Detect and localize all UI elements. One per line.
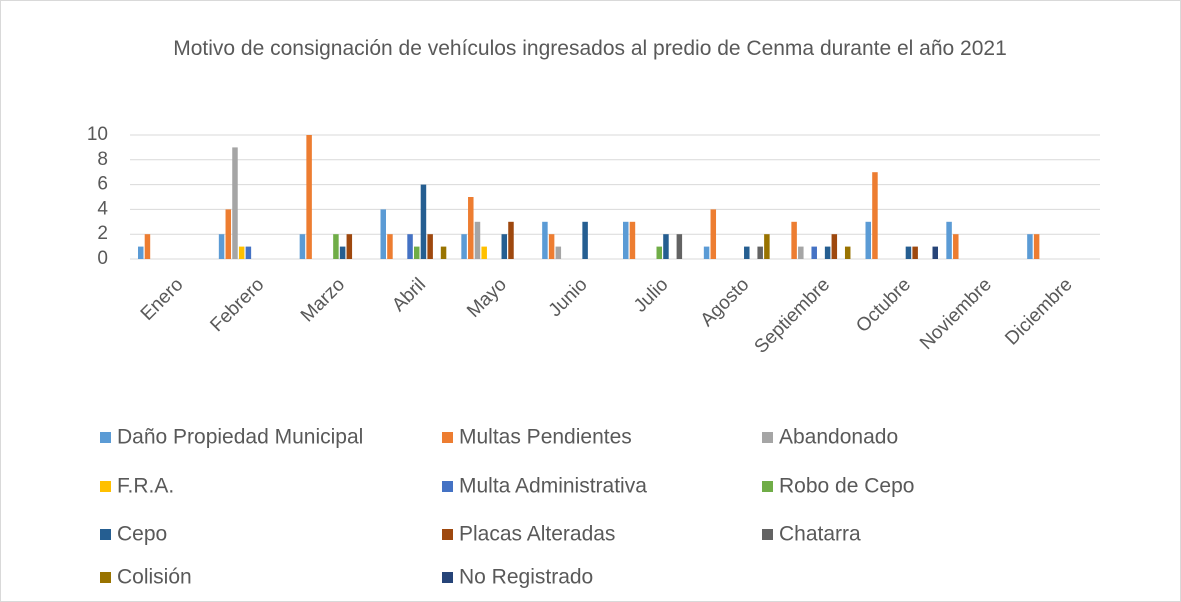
bar (218, 234, 225, 259)
x-tick-label: Marzo (297, 274, 349, 326)
y-tick-label: 2 (97, 223, 108, 244)
legend-label: Placas Alteradas (459, 523, 615, 546)
bar (905, 246, 912, 259)
bar (757, 246, 763, 259)
bar (306, 135, 312, 259)
chart-title: Motivo de consignación de vehículos ingr… (173, 37, 1007, 60)
bar (663, 234, 669, 259)
bar (865, 221, 871, 259)
x-tick-label: Junio (545, 274, 592, 321)
x-tick-label: Noviembre (916, 274, 996, 354)
bar (844, 246, 851, 259)
bar (420, 184, 427, 259)
legend-swatch (100, 572, 111, 583)
bar (791, 221, 797, 259)
legend-swatch (442, 529, 453, 540)
x-tick-label: Enero (137, 274, 188, 325)
legend-label: Daño Propiedad Municipal (117, 426, 363, 449)
legend-label: Cepo (117, 523, 167, 546)
bar (232, 147, 238, 259)
legend-swatch (100, 481, 111, 492)
legend-label: Robo de Cepo (779, 475, 914, 498)
bar (407, 234, 413, 259)
bar (831, 234, 838, 259)
bar (461, 234, 467, 259)
legend-swatch (762, 529, 773, 540)
legend-swatch (100, 432, 111, 443)
bar (414, 246, 420, 259)
bar (623, 221, 629, 259)
bar (427, 234, 433, 259)
y-tick-label: 8 (97, 149, 108, 170)
bar (824, 246, 831, 259)
bar (481, 246, 487, 259)
legend-swatch (442, 481, 453, 492)
bar (387, 234, 393, 259)
legend-swatch (762, 432, 773, 443)
x-tick-label: Mayo (463, 274, 511, 322)
bar (912, 246, 918, 259)
bar (676, 234, 683, 259)
legend-swatch (762, 481, 773, 492)
bar (138, 246, 144, 259)
y-tick-label: 6 (97, 174, 108, 195)
x-tick-label: Septiembre (751, 274, 835, 358)
x-tick-label: Diciembre (1001, 274, 1076, 349)
legend-swatch (100, 529, 111, 540)
bar (508, 221, 514, 259)
bar (703, 246, 710, 259)
bar (144, 234, 151, 259)
bar (238, 246, 245, 259)
bar (333, 234, 339, 259)
x-tick-label: Abril (388, 274, 430, 316)
bar (946, 221, 952, 259)
bar (346, 234, 353, 259)
legend-swatch (442, 432, 453, 443)
bar (656, 246, 662, 259)
bar (710, 209, 717, 259)
bar (339, 246, 346, 259)
bar (225, 209, 232, 259)
bar (299, 234, 306, 259)
legend-label: Colisión (117, 566, 192, 589)
x-tick-label: Julio (630, 274, 672, 316)
legend-label: Multa Administrativa (459, 475, 647, 498)
y-tick-label: 0 (97, 248, 108, 269)
bar (380, 209, 386, 259)
bar (468, 197, 474, 259)
bar (542, 221, 548, 259)
bar (1033, 234, 1040, 259)
legend-label: Multas Pendientes (459, 426, 632, 449)
bar (440, 246, 447, 259)
bar (501, 234, 508, 259)
bar (932, 246, 938, 259)
legend-label: Chatarra (779, 523, 861, 546)
y-tick-label: 10 (87, 124, 108, 145)
bar (798, 246, 804, 259)
bar (1027, 234, 1033, 259)
x-tick-label: Febrero (206, 274, 268, 336)
bar (764, 234, 770, 259)
bar (872, 172, 878, 259)
x-tick-label: Octubre (852, 274, 915, 337)
bar (474, 221, 481, 259)
bar (245, 246, 252, 259)
x-tick-label: Agosto (697, 274, 754, 331)
legend-label: F.R.A. (117, 475, 174, 498)
bar (548, 234, 555, 259)
legend-label: Abandonado (779, 426, 898, 449)
bar (811, 246, 817, 259)
legend-label: No Registrado (459, 566, 593, 589)
bar (744, 246, 750, 259)
bar (953, 234, 959, 259)
y-tick-label: 4 (97, 198, 108, 219)
bar (555, 246, 562, 259)
bar (629, 221, 636, 259)
legend-swatch (442, 572, 453, 583)
bar (582, 221, 588, 259)
